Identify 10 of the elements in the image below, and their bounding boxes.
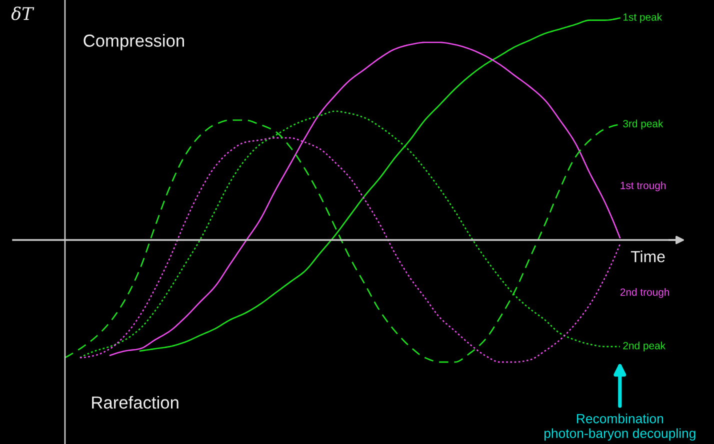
series-label: 1st peak: [623, 13, 662, 23]
series-label: 3rd peak: [623, 120, 664, 130]
x-axis-title: Time: [630, 250, 665, 262]
series-label: 1st trough: [620, 182, 666, 192]
text: Rarefaction: [92, 396, 178, 409]
series-label: 2nd peak: [623, 342, 666, 352]
text: Recombination photon-baryon decoupling: [544, 414, 696, 441]
annotation: Compression: [84, 34, 184, 50]
series-label: 2nd trough: [620, 288, 670, 298]
y-axis-title: δT: [11, 6, 34, 20]
